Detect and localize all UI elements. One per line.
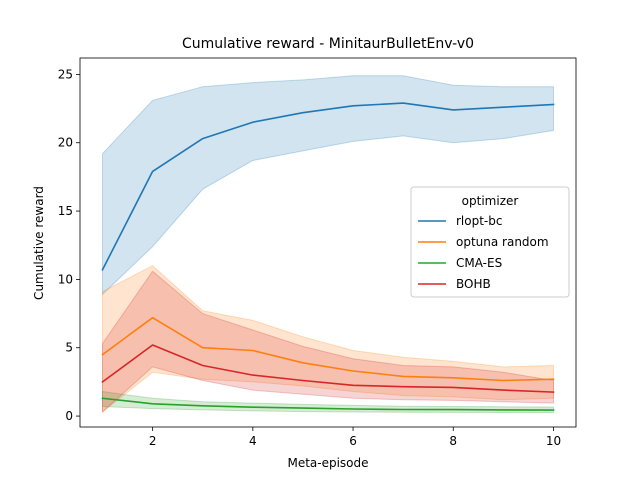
x-axis-ticks: 2 4 6 8 10 [149, 427, 561, 448]
legend-label-optuna-random: optuna random [456, 235, 549, 249]
plot-frame [79, 57, 577, 428]
legend-box [410, 186, 570, 298]
y-tick-label: 25 [58, 67, 73, 81]
y-axis-ticks: 0 5 10 15 20 25 [58, 67, 80, 423]
band-optuna-random [102, 265, 554, 414]
y-tick-label: 15 [58, 204, 73, 218]
band-cma-es [102, 390, 554, 414]
line-cma-es [101, 397, 555, 411]
y-tick-label: 0 [65, 409, 73, 423]
line-rlopt-bc [101, 102, 555, 271]
x-tick-label: 4 [249, 434, 257, 448]
x-tick-label: 10 [546, 434, 561, 448]
x-axis-label: Meta-episode [287, 456, 368, 470]
legend-items: rlopt-bc optuna random CMA-ES BOHB [418, 214, 549, 291]
legend-label-rlopt-bc: rlopt-bc [456, 214, 502, 228]
band-rlopt-bc [102, 75, 554, 296]
legend: optimizer rlopt-bc optuna random CMA-ES BOH… [410, 186, 570, 298]
legend-label-cma-es: CMA-ES [456, 256, 502, 270]
legend-title: optimizer [462, 194, 519, 208]
x-tick-label: 8 [449, 434, 457, 448]
y-tick-label: 10 [58, 272, 73, 286]
x-tick-label: 2 [149, 434, 157, 448]
y-tick-label: 20 [58, 136, 73, 150]
y-tick-label: 5 [65, 341, 73, 355]
y-axis-label: Cumulative reward [32, 186, 46, 300]
chart-title: Cumulative reward - MinitaurBulletEnv-v0 [182, 36, 474, 52]
legend-label-bohb: BOHB [456, 277, 491, 291]
series-lines [101, 102, 555, 411]
line-optuna-random [101, 316, 555, 382]
line-bohb [101, 344, 555, 393]
x-tick-label: 6 [349, 434, 357, 448]
